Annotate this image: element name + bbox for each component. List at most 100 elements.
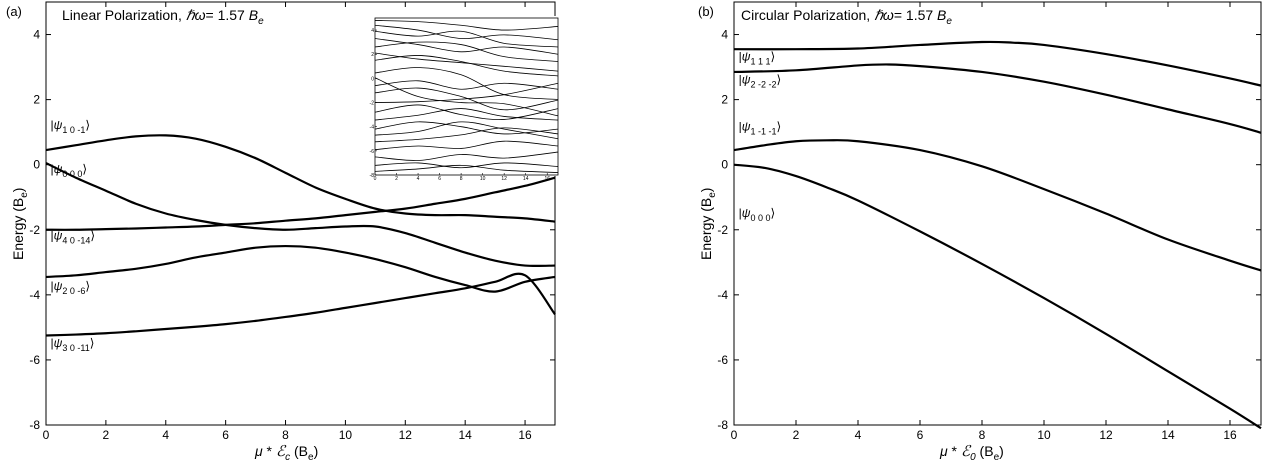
inset-x-tick-label: 10 bbox=[480, 176, 486, 182]
y-tick-label: 4 bbox=[33, 28, 40, 42]
inset-line bbox=[374, 24, 559, 41]
panel-a-title: Linear Polarization, ℏω= 1.57 Be bbox=[62, 7, 264, 27]
inset-line bbox=[374, 108, 559, 121]
inset-y-tick-label: -6 bbox=[370, 149, 375, 155]
y-tick-label: -2 bbox=[29, 223, 40, 237]
x-tick-label: 14 bbox=[1161, 428, 1175, 442]
inset-x-tick-label: 8 bbox=[460, 176, 463, 182]
panel-a-letter: (a) bbox=[6, 4, 22, 19]
panel-b-series bbox=[733, 40, 1262, 430]
panel-a-x-ticks: 0 2 4 6 8 10 12 14 16 bbox=[43, 2, 532, 442]
inset-x-tick-label: 0 bbox=[374, 176, 377, 182]
panel-a-y-axis-label: Energy (Be) bbox=[10, 188, 30, 260]
series-state-label: |ψ1 -1 -1⟩ bbox=[739, 120, 782, 137]
panel-a-plot-frame bbox=[45, 1, 556, 426]
inset-x-tick-label: 4 bbox=[417, 176, 420, 182]
series-state-label: |ψ1 0 -1⟩ bbox=[50, 118, 90, 135]
series-state-label: |ψ3 0 -11⟩ bbox=[50, 336, 94, 353]
series-line-0_0_0 bbox=[45, 162, 556, 268]
inset-x-tick-label: 6 bbox=[438, 176, 441, 182]
inset-line bbox=[374, 55, 559, 77]
panel-b-plot-frame bbox=[733, 1, 1262, 426]
inset-line bbox=[374, 140, 559, 151]
inset-series bbox=[374, 20, 559, 173]
x-tick-label: 14 bbox=[458, 428, 472, 442]
inset-line bbox=[374, 121, 559, 135]
inset-line bbox=[374, 164, 559, 173]
inset-y-tick-label: -8 bbox=[370, 173, 375, 179]
inset-line bbox=[374, 38, 559, 55]
series-state-label: |ψ2 0 -6⟩ bbox=[50, 279, 90, 296]
inset-y-tick-label: 2 bbox=[371, 52, 374, 58]
x-tick-label: 12 bbox=[399, 428, 413, 442]
inset-line bbox=[374, 30, 559, 48]
x-tick-label: 10 bbox=[339, 428, 353, 442]
series-line-2_0_-6 bbox=[45, 244, 556, 293]
x-tick-label: 16 bbox=[518, 428, 532, 442]
x-tick-label: 10 bbox=[1037, 428, 1051, 442]
inset-line bbox=[374, 162, 559, 169]
x-tick-label: 8 bbox=[282, 428, 289, 442]
inset-background bbox=[369, 16, 561, 176]
panel-a-state-labels: |ψ1 0 -1⟩ |ψ0 0 0⟩ |ψ4 0 -14⟩ |ψ2 0 -6⟩ |ψ3 … bbox=[50, 118, 95, 353]
y-tick-label: 2 bbox=[33, 93, 40, 107]
inset-x-tick-label: 14 bbox=[523, 176, 529, 182]
inset-y-tick-label: -2 bbox=[370, 101, 375, 107]
y-tick-label: -4 bbox=[29, 288, 40, 302]
inset-y-tick-label: 0 bbox=[371, 76, 374, 82]
inset-x-tick-label: 12 bbox=[501, 176, 507, 182]
inset-line bbox=[374, 151, 559, 161]
series-line-2_-2_-2 bbox=[733, 63, 1262, 134]
inset-line bbox=[374, 127, 559, 143]
inset-x-tick-label: 16 bbox=[544, 176, 550, 182]
series-line-0_0_0 bbox=[733, 163, 1262, 430]
x-tick-label: 2 bbox=[103, 428, 110, 442]
y-tick-label: 4 bbox=[721, 28, 728, 42]
inset-line bbox=[374, 87, 559, 111]
inset-line bbox=[374, 80, 559, 90]
y-tick-label: -8 bbox=[717, 418, 728, 432]
x-tick-label: 0 bbox=[731, 428, 738, 442]
y-tick-label: -2 bbox=[717, 223, 728, 237]
inset-line bbox=[374, 77, 559, 117]
x-tick-label: 16 bbox=[1223, 428, 1237, 442]
inset-line bbox=[374, 104, 559, 121]
y-tick-label: -4 bbox=[717, 288, 728, 302]
y-tick-label: -8 bbox=[29, 418, 40, 432]
y-tick-label: 0 bbox=[721, 158, 728, 172]
x-tick-label: 8 bbox=[979, 428, 986, 442]
inset-line bbox=[374, 82, 559, 103]
inset-x-tick-label: 2 bbox=[395, 176, 398, 182]
panel-b-x-axis-label: μ * ℰ0 (Be) bbox=[939, 443, 1004, 463]
y-tick-label: 0 bbox=[33, 158, 40, 172]
panel-b-title: Circular Polarization, ℏω= 1.57 Be bbox=[741, 7, 952, 27]
y-tick-label: 2 bbox=[721, 93, 728, 107]
panel-b-x-ticks: 0 2 4 6 8 10 12 14 16 bbox=[731, 2, 1237, 442]
series-state-label: |ψ4 0 -14⟩ bbox=[50, 229, 95, 246]
inset-y-tick-label: 4 bbox=[371, 28, 374, 34]
panel-b-y-axis-label: Energy (Be) bbox=[698, 188, 718, 260]
series-state-label: |ψ0 0 0⟩ bbox=[739, 206, 776, 223]
series-line-3_0_-11 bbox=[45, 272, 556, 337]
x-tick-label: 2 bbox=[793, 428, 800, 442]
x-tick-label: 4 bbox=[162, 428, 169, 442]
series-state-label: |ψ2 -2 -2⟩ bbox=[739, 72, 782, 89]
panel-a: (a) 0 2 4 6 8 10 12 14 16 -8 -6 -4 -2 0 2 4 Linear Pol… bbox=[6, 1, 561, 463]
series-line-1_1_1 bbox=[733, 40, 1262, 87]
panel-a-inset: 0 2 4 6 8 10 12 14 16 -8 -6 -4 -2 0 2 4 bbox=[369, 16, 561, 182]
inset-line bbox=[374, 67, 559, 100]
y-tick-label: -6 bbox=[29, 353, 40, 367]
x-tick-label: 0 bbox=[43, 428, 50, 442]
inset-line bbox=[374, 52, 559, 72]
inset-line bbox=[374, 20, 559, 31]
panel-b-letter: (b) bbox=[698, 4, 714, 19]
panel-a-x-axis-label: μ * ℰc (Be) bbox=[254, 443, 318, 463]
y-tick-label: -6 bbox=[717, 353, 728, 367]
x-tick-label: 6 bbox=[222, 428, 229, 442]
inset-line bbox=[374, 121, 559, 140]
inset-frame bbox=[374, 17, 559, 176]
inset-y-tick-label: -4 bbox=[370, 125, 375, 131]
panel-b-state-labels: |ψ1 1 1⟩ |ψ2 -2 -2⟩ |ψ1 -1 -1⟩ |ψ0 0 0⟩ bbox=[739, 50, 782, 223]
series-state-label: |ψ0 0 0⟩ bbox=[50, 162, 87, 179]
